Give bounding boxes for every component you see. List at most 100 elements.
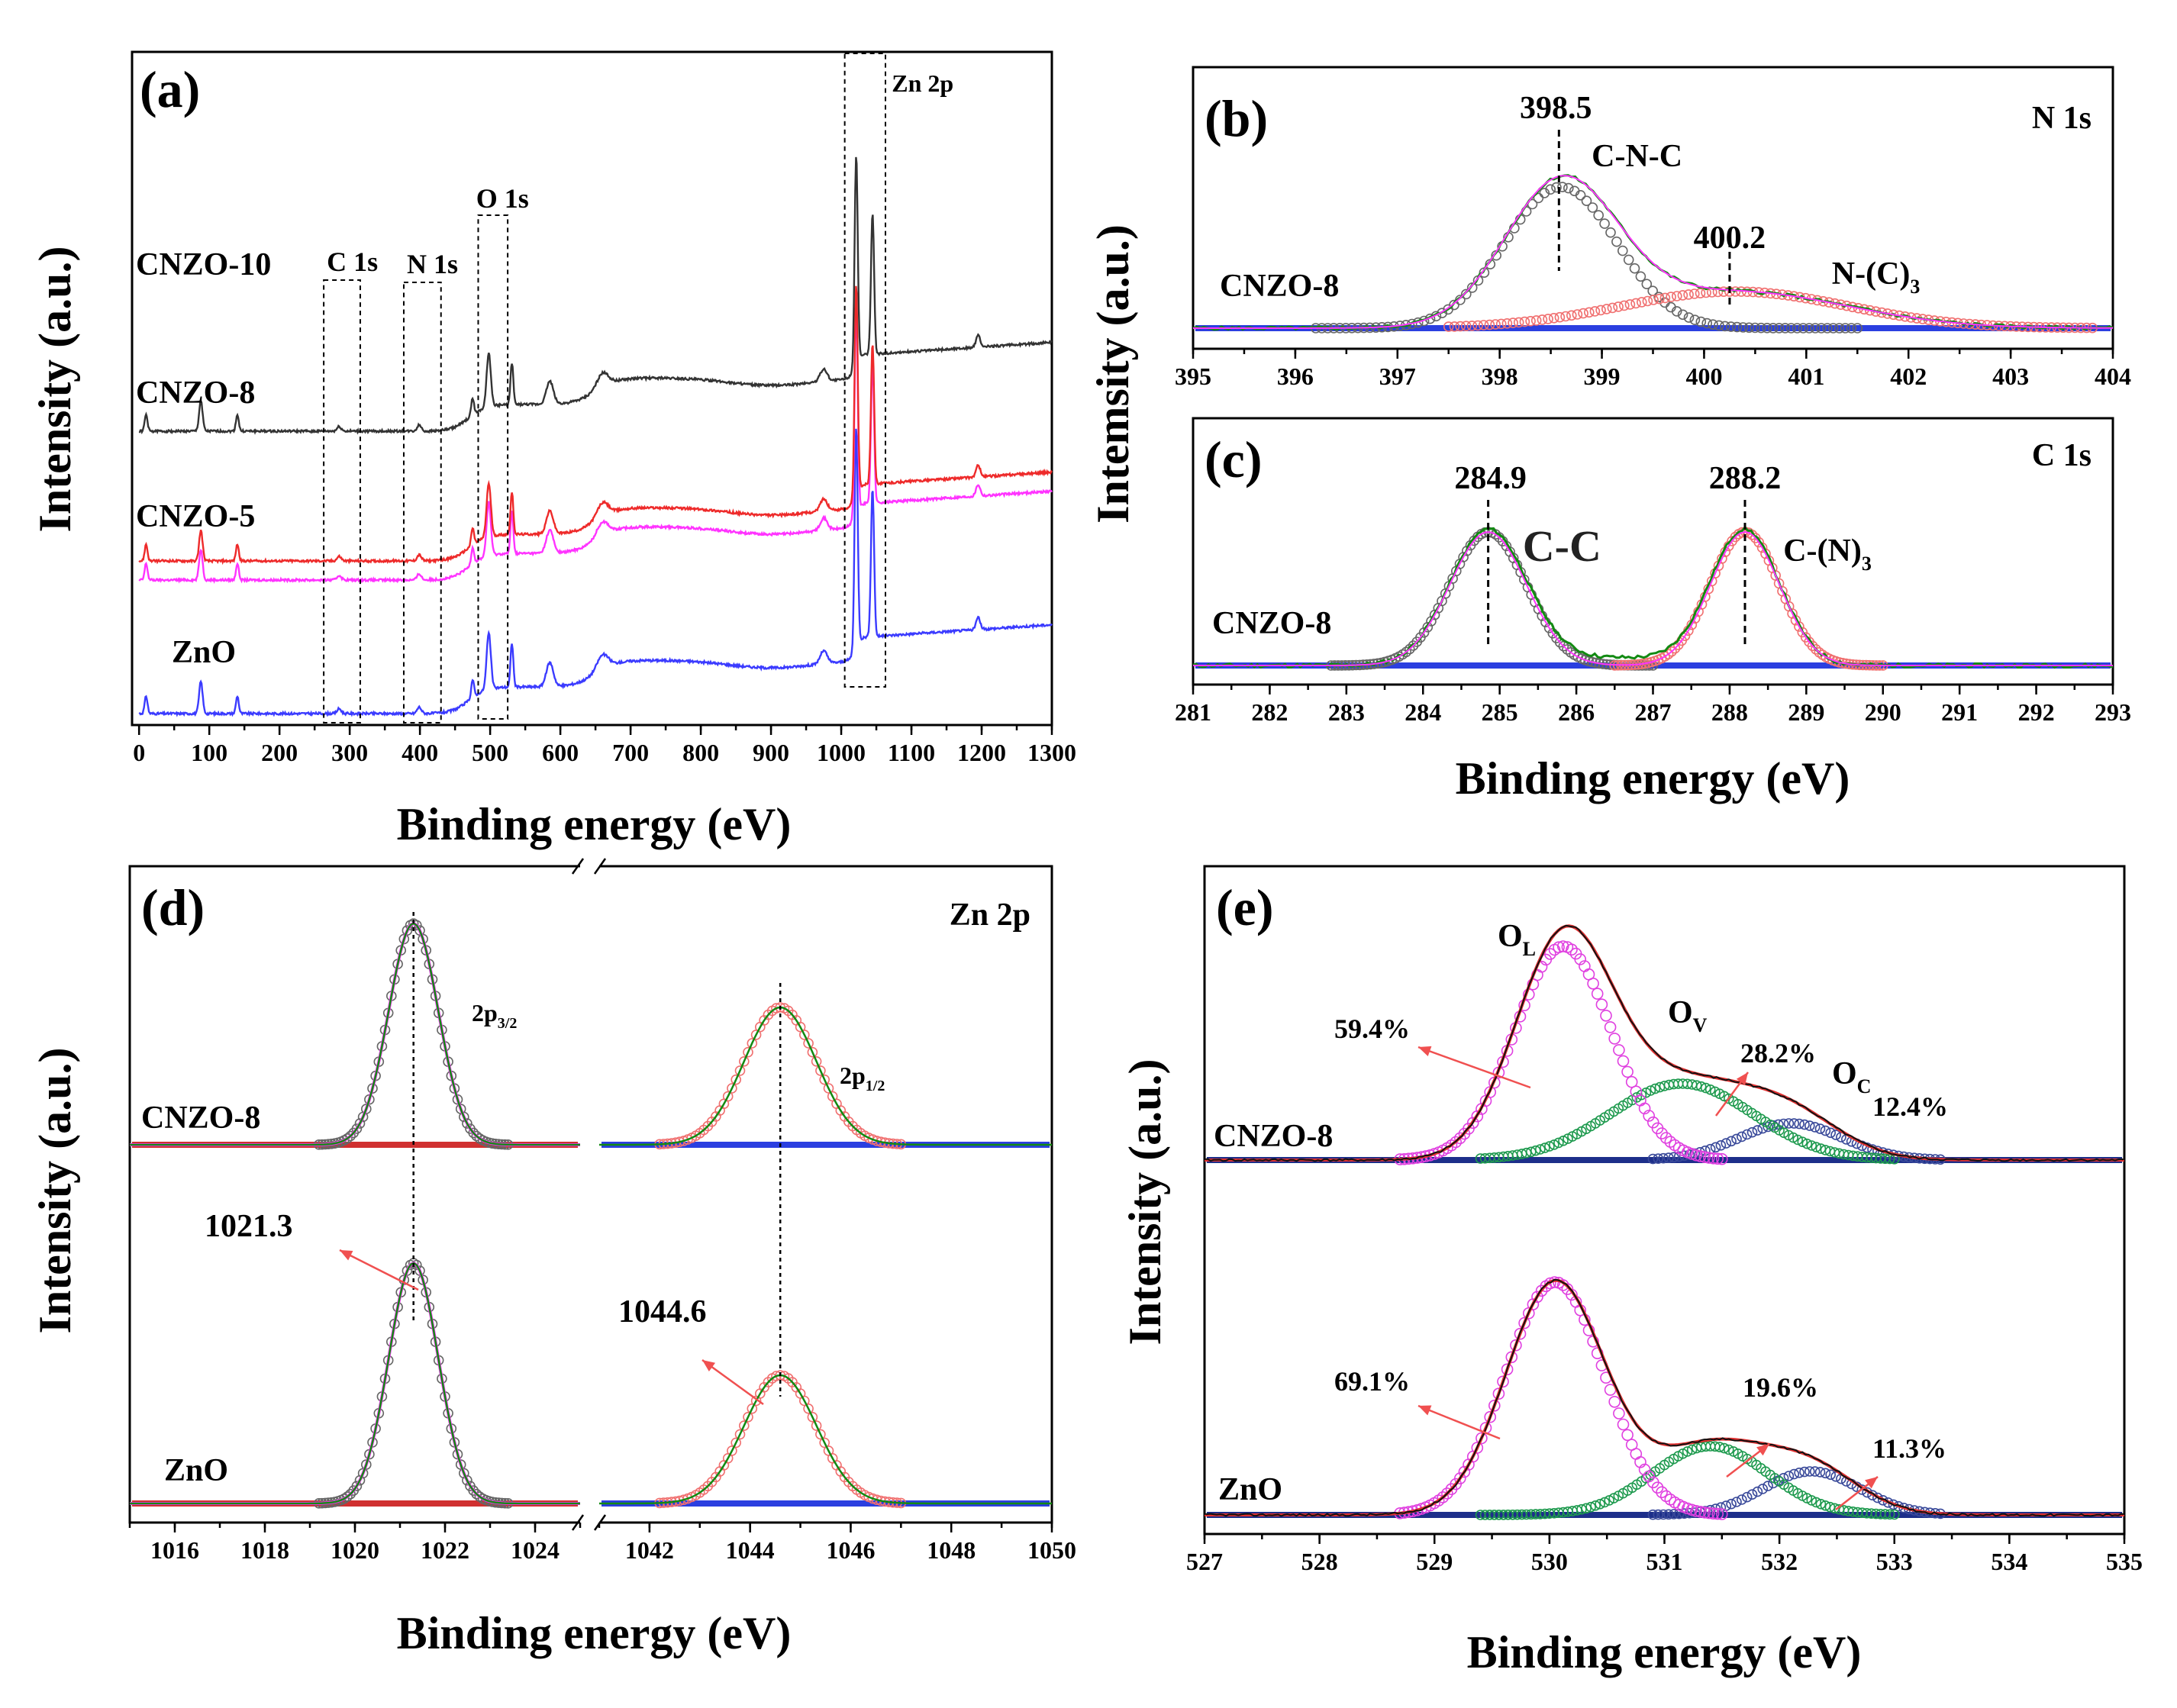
c1s-peak-cc-fit-marker bbox=[1587, 656, 1598, 668]
o1s-ov-fit-1-marker bbox=[1811, 1497, 1822, 1508]
panel-e-xlabel: Binding energy (eV) bbox=[1467, 1627, 1862, 1677]
zn2p12-raw-0 bbox=[599, 1006, 1052, 1146]
n1s-peak-nc3-fit-marker bbox=[1730, 286, 1741, 297]
o1s-oc-fit-1-marker bbox=[1788, 1468, 1800, 1480]
n1s-peak-cnc-fit-marker bbox=[1466, 282, 1478, 293]
panel-b-xtick-label: 402 bbox=[1890, 363, 1927, 390]
o1s-cnzo8-ol-arrow-head bbox=[1418, 1046, 1432, 1057]
o1s-oc-fit-0-marker bbox=[1804, 1120, 1815, 1131]
o1s-ol-fit-0-marker bbox=[1617, 1055, 1630, 1068]
zn2p32-fit-1-marker bbox=[351, 1481, 363, 1491]
zn2p32-fit-0-marker bbox=[354, 1118, 366, 1129]
panel-c-region-label: C 1s bbox=[2032, 438, 2092, 473]
zn2p12-fit-1-marker bbox=[819, 1437, 830, 1449]
o1s-oc-fit-1-marker bbox=[1814, 1467, 1826, 1478]
o1s-ol-fit-0-marker bbox=[1643, 1110, 1655, 1122]
n1s-peak-cnc-fit-marker bbox=[1756, 322, 1766, 334]
o1s-oc-fit-1-marker bbox=[1726, 1498, 1737, 1510]
n1s-peak-cnc-fit-marker bbox=[1725, 321, 1737, 332]
survey-line-CNZO-8 bbox=[138, 306, 1053, 585]
n1s-peak-nc3-fit-marker bbox=[1519, 316, 1530, 327]
o1s-ol-fit-0-marker bbox=[1613, 1044, 1625, 1056]
o1s-ol-fit-0-marker bbox=[1454, 1132, 1466, 1145]
o1s-ol-fit-1-marker bbox=[1454, 1472, 1466, 1484]
n1s-peak-cnc-fit-marker bbox=[1461, 288, 1472, 300]
zn2p-baseline-left bbox=[132, 1142, 578, 1148]
n1s-peak-nc3-fit-marker bbox=[1695, 288, 1706, 299]
panel-e-xtick-label: 531 bbox=[1646, 1548, 1683, 1575]
n1s-peak-nc3-fit-marker bbox=[1683, 289, 1694, 300]
panel-c-xtick-label: 289 bbox=[1788, 698, 1824, 726]
zn2p12-fit-1-marker bbox=[731, 1437, 742, 1449]
zn2p12-fit-0-marker bbox=[743, 1046, 753, 1058]
o1s-cnzo8-ov-percent: 28.2% bbox=[1740, 1038, 1816, 1068]
o1s-oc-fit-0-marker bbox=[1741, 1129, 1753, 1140]
o1s-ol-fit-1-marker bbox=[1707, 1507, 1720, 1519]
panel-e-xtick-label: 527 bbox=[1186, 1548, 1223, 1575]
panel-e-frame bbox=[1203, 865, 2126, 1536]
o1s-ov-fit-0-marker bbox=[1705, 1084, 1716, 1095]
n1s-peak-nc3-fit-marker bbox=[1508, 317, 1518, 328]
o1s-ov-fit-1-marker bbox=[1581, 1503, 1592, 1514]
n1s-peak-nc3-fit-marker bbox=[1560, 311, 1571, 322]
o1s-ol-fit-1-marker bbox=[1621, 1429, 1634, 1442]
n1s-peak-nc3-fit-marker bbox=[1543, 314, 1553, 324]
panel-b-frame bbox=[1192, 66, 2114, 350]
zn2p32-fit-1-marker bbox=[402, 1265, 413, 1276]
zn2p12-arrow-head bbox=[702, 1360, 716, 1372]
n1s-peak-cnc-fit-marker bbox=[1617, 245, 1628, 256]
o1s-oc-label: OC bbox=[1832, 1056, 1871, 1097]
panel-d-xtick-label: 1022 bbox=[421, 1536, 469, 1564]
o1s-ol-fit-1-marker bbox=[1476, 1432, 1488, 1445]
o1s-ov-fit-0-marker bbox=[1526, 1146, 1537, 1158]
o1s-ol-fit-1-marker bbox=[1488, 1400, 1501, 1412]
axis-break-mark bbox=[593, 858, 607, 875]
o1s-ov-fit-0-marker bbox=[1549, 1139, 1559, 1150]
o1s-ov-fit-0-marker bbox=[1540, 1142, 1550, 1153]
c1s-peak-cc-fit-marker bbox=[1405, 643, 1415, 655]
o1s-oc-fit-1-marker bbox=[1658, 1509, 1669, 1520]
panel-a-xtick-label: 200 bbox=[261, 739, 298, 766]
n1s-peak-cnc-fit-marker bbox=[1593, 210, 1604, 221]
n1s-peak-cnc-fit-marker bbox=[1563, 182, 1574, 194]
c1s-peak-cc-fit-marker bbox=[1422, 621, 1434, 633]
region-label-zn2p: Zn 2p bbox=[892, 69, 953, 97]
o1s-ov-fit-0-marker bbox=[1645, 1085, 1656, 1096]
n1s-peak-nc3-fit-marker bbox=[1689, 288, 1700, 299]
n1s-peak-nc3-fit-marker bbox=[1637, 297, 1647, 308]
panel-a-xlabel: Binding energy (eV) bbox=[397, 799, 792, 849]
o1s-ol-fit-1-marker bbox=[1518, 1316, 1530, 1329]
zn2p12-fit-0-marker bbox=[722, 1091, 734, 1102]
panel-d-label: (d) bbox=[141, 878, 205, 936]
panel-b-sample-label: CNZO-8 bbox=[1220, 269, 1339, 304]
o1s-ol-fit-0-marker bbox=[1690, 1149, 1702, 1162]
zn2p32-arrow bbox=[339, 1249, 419, 1291]
panel-a-xtick-label: 1000 bbox=[817, 739, 866, 766]
o1s-ol-fit-0-marker bbox=[1574, 953, 1586, 965]
panel-b-region-label: N 1s bbox=[2032, 101, 2092, 136]
n1s-peak-cnc-fit-marker bbox=[1720, 321, 1730, 332]
n1s-peak-cnc-fit-marker bbox=[1834, 323, 1845, 334]
o1s-ov-label: OV bbox=[1668, 995, 1708, 1036]
n1s-peak-cnc-fit-marker bbox=[1575, 190, 1586, 201]
panel-e-xtick-label: 532 bbox=[1761, 1548, 1798, 1575]
o1s-oc-fit-1-marker bbox=[1825, 1469, 1836, 1481]
o1s-ov-fit-0-marker bbox=[1811, 1142, 1822, 1152]
o1s-oc-fit-0-marker bbox=[1814, 1123, 1826, 1134]
o1s-oc-fit-1-marker bbox=[1741, 1491, 1753, 1503]
o1s-ov-fit-0-marker bbox=[1691, 1080, 1702, 1091]
zn2p32-fit-1-marker bbox=[462, 1474, 472, 1486]
panel-bc-ylabel: Intemsity (a.u.) bbox=[1088, 224, 1138, 524]
zn2p12-arrow bbox=[701, 1358, 764, 1406]
zn2p12-fit-0-marker bbox=[731, 1074, 742, 1085]
zn2p32-arrow-head bbox=[340, 1250, 353, 1261]
o1s-ol-fit-0-marker bbox=[1625, 1075, 1638, 1088]
panel-e-xtick-label: 533 bbox=[1876, 1548, 1913, 1575]
n1s-raw-data bbox=[1192, 174, 2114, 331]
axis-break-mark bbox=[571, 1514, 585, 1531]
o1s-oc-fit-0-marker bbox=[1731, 1133, 1742, 1145]
o1s-oc-fit-1-marker bbox=[1653, 1509, 1664, 1520]
zn2p32-fit-0-marker bbox=[458, 1111, 469, 1123]
o1s-oc-fit-1-marker bbox=[1794, 1468, 1804, 1478]
n1s-region-box bbox=[402, 282, 442, 723]
